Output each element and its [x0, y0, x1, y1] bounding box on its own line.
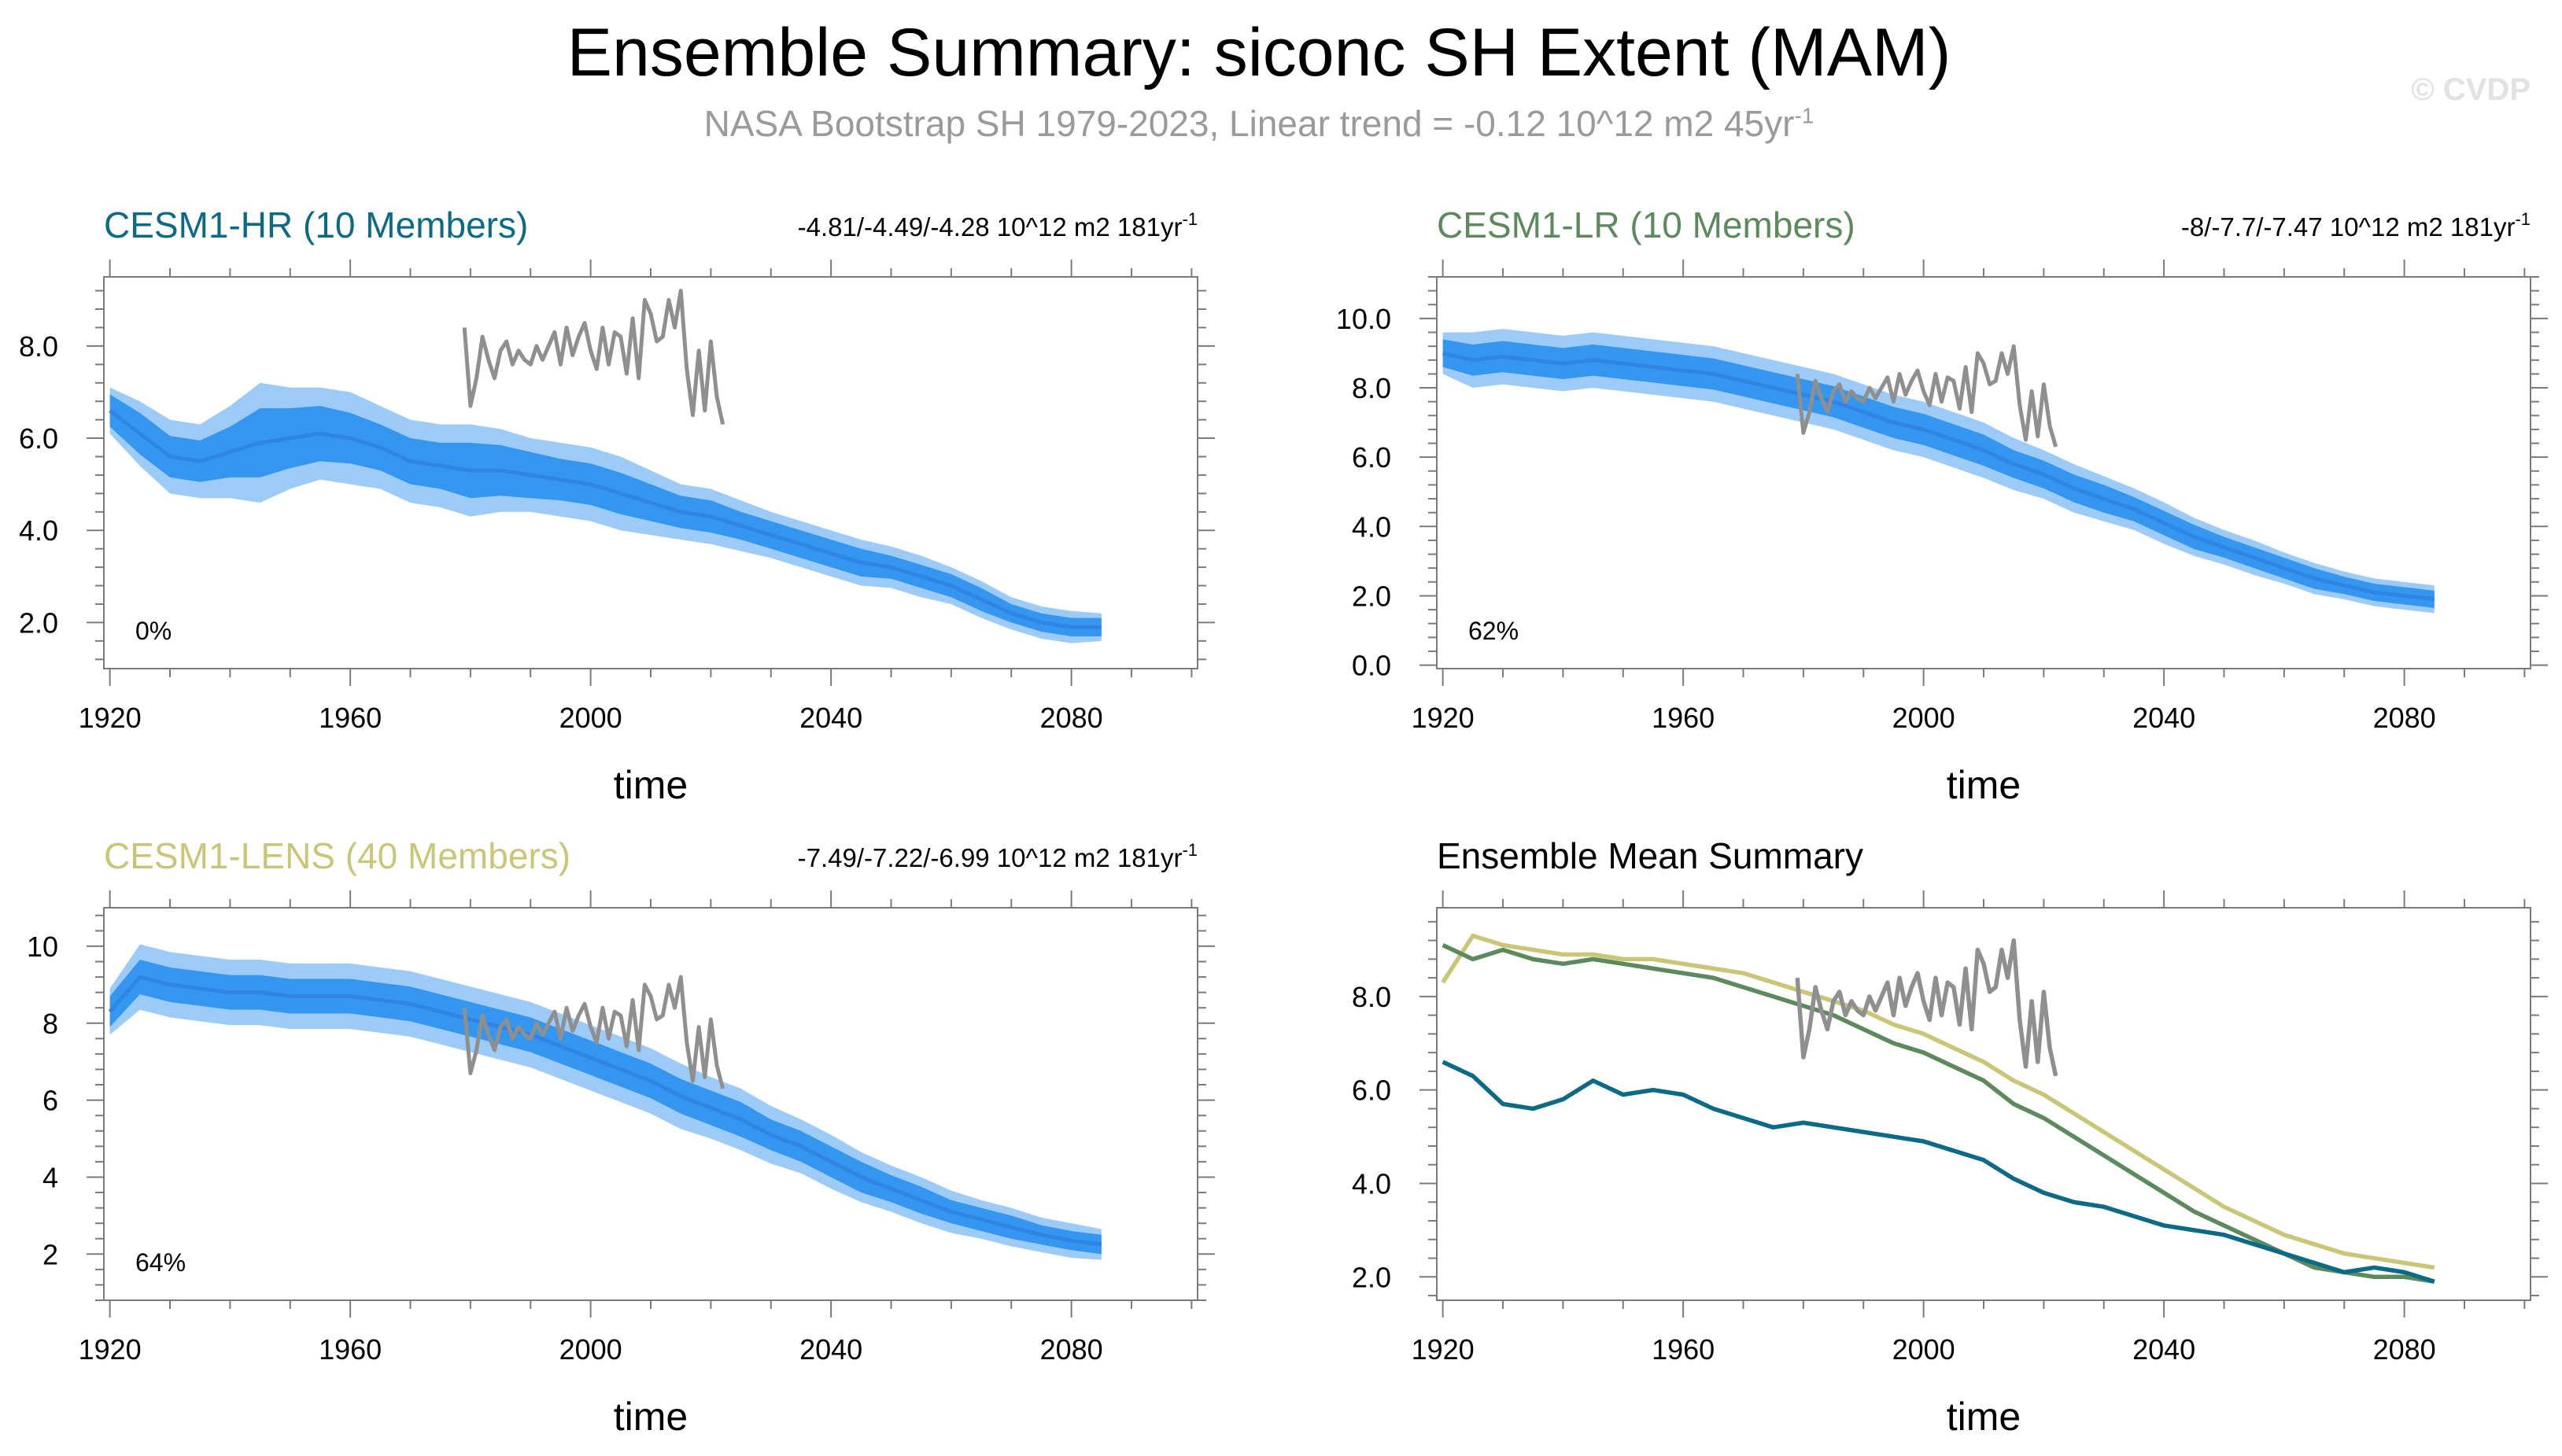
- y-tick-label: 8.0: [1352, 981, 1391, 1013]
- x-tick-label: 1960: [1652, 1333, 1715, 1366]
- y-tick-label: 2: [42, 1238, 58, 1270]
- panel-hr: CESM1-HR (10 Members) -4.81/-4.49/-4.28 1…: [19, 205, 1215, 807]
- observation-line: [1795, 344, 2058, 448]
- member-agreement-percent: 62%: [1468, 617, 1519, 645]
- y-tick-label: 4.0: [19, 514, 58, 547]
- y-tick-label: 8.0: [1352, 372, 1391, 404]
- x-axis-label: time: [614, 763, 688, 807]
- y-axis-summary: 2.0 4.0 6.0 8.0: [1352, 920, 2548, 1297]
- plot-area-summary: [1441, 933, 2435, 1284]
- ensemble-mean-line: [108, 975, 1102, 1247]
- y-tick-label: 6: [42, 1085, 58, 1117]
- x-axis-lens: 1920 1960 2000 2040 2080: [79, 890, 1193, 1366]
- watermark: © CVDP: [2411, 72, 2531, 107]
- observation-line: [462, 975, 725, 1089]
- trend-value: -8/-7.7/-7.47 10^12 m2 181yr: [2181, 212, 2516, 241]
- trend-summary-lr: -8/-7.7/-7.47 10^12 m2 181yr-1: [2181, 209, 2531, 241]
- x-tick-label: 1920: [1412, 702, 1475, 734]
- y-tick-label: 2.0: [19, 606, 58, 639]
- ensemble-mean-line: [1442, 351, 2435, 602]
- x-tick-label: 1960: [319, 702, 382, 734]
- x-tick-label: 2040: [799, 702, 862, 734]
- series-line-cesm1-hr: [1442, 1060, 2435, 1284]
- panel-title-summary: Ensemble Mean Summary: [1437, 835, 1863, 876]
- y-tick-label: 2.0: [1352, 580, 1391, 612]
- plot-area-lens: [108, 944, 1102, 1260]
- y-tick-label: 4.0: [1352, 1167, 1391, 1200]
- member-agreement-percent: 0%: [135, 617, 172, 645]
- y-axis-hr: 2.0 4.0 6.0 8.0: [19, 289, 1215, 661]
- plot-area-lr: [1442, 329, 2435, 614]
- spread-band-inner: [109, 960, 1102, 1255]
- panel-summary: Ensemble Mean Summary 1920 1960 2000 2040 208…: [1352, 835, 2548, 1439]
- trend-summary-lens: -7.49/-7.22/-6.99 10^12 m2 181yr-1: [798, 840, 1198, 872]
- x-tick-label: 2080: [2373, 702, 2436, 734]
- series-line-cesm1-lr: [1442, 943, 2435, 1284]
- x-tick-label: 2040: [799, 1333, 862, 1366]
- trend-value: -4.81/-4.49/-4.28 10^12 m2 181yr: [798, 212, 1183, 241]
- x-tick-label: 2000: [559, 1333, 622, 1366]
- x-axis-lr: 1920 1960 2000 2040 2080: [1412, 260, 2526, 734]
- x-tick-label: 2000: [1892, 702, 1955, 734]
- subtitle-text: NASA Bootstrap SH 1979-2023, Linear tren…: [703, 103, 1795, 144]
- member-agreement-percent: 64%: [135, 1248, 186, 1277]
- x-tick-label: 1920: [79, 702, 142, 734]
- series-line-cesm1-lens: [1441, 933, 2435, 1270]
- series-line-nasa-bootstrap-sh-obs-: [1795, 938, 2058, 1077]
- trend-superscript: -1: [1182, 209, 1198, 229]
- x-tick-label: 2080: [1040, 702, 1103, 734]
- y-tick-label: 6.0: [1352, 441, 1391, 474]
- spread-band-inner: [1442, 339, 2435, 608]
- y-tick-label: 4.0: [1352, 511, 1391, 543]
- x-tick-label: 2080: [2373, 1333, 2436, 1366]
- panel-title-lens: CESM1-LENS (40 Members): [104, 835, 570, 876]
- y-tick-label: 10.0: [1336, 303, 1391, 335]
- x-axis-hr: 1920 1960 2000 2040 2080: [79, 260, 1193, 734]
- y-tick-label: 6.0: [19, 422, 58, 455]
- y-axis-lr: 0.0 2.0 4.0 6.0 8.0 10.0: [1336, 276, 2548, 682]
- y-tick-label: 10: [27, 931, 58, 963]
- panel-lr: CESM1-LR (10 Members) -8/-7.7/-7.47 10^12…: [1336, 205, 2548, 807]
- x-tick-label: 1920: [1412, 1333, 1475, 1366]
- y-tick-label: 8.0: [19, 330, 58, 363]
- panel-title-lr: CESM1-LR (10 Members): [1437, 205, 1855, 245]
- y-tick-label: 6.0: [1352, 1074, 1391, 1107]
- x-tick-label: 1960: [319, 1333, 382, 1366]
- ensemble-mean-line: [109, 408, 1102, 629]
- x-tick-label: 2000: [559, 702, 622, 734]
- panel-title-hr: CESM1-HR (10 Members): [104, 205, 528, 245]
- x-tick-label: 2040: [2132, 1333, 2195, 1366]
- x-axis-label: time: [614, 1395, 688, 1439]
- trend-superscript: -1: [1182, 840, 1198, 860]
- subtitle: NASA Bootstrap SH 1979-2023, Linear tren…: [0, 102, 2518, 145]
- panel-lens: CESM1-LENS (40 Members) -7.49/-7.22/-6.99…: [27, 835, 1215, 1439]
- x-tick-label: 2080: [1040, 1333, 1103, 1366]
- x-axis-label: time: [1947, 1395, 2021, 1439]
- observation-line: [462, 289, 725, 426]
- page-title: Ensemble Summary: siconc SH Extent (MAM): [567, 15, 1951, 90]
- x-tick-label: 1960: [1652, 702, 1715, 734]
- x-tick-label: 1920: [79, 1333, 142, 1366]
- y-tick-label: 0.0: [1352, 650, 1391, 682]
- y-tick-label: 2.0: [1352, 1261, 1391, 1293]
- trend-value: -7.49/-7.22/-6.99 10^12 m2 181yr: [798, 843, 1183, 872]
- spread-band-inner: [109, 394, 1102, 636]
- subtitle-superscript: -1: [1794, 103, 1814, 128]
- trend-summary-hr: -4.81/-4.49/-4.28 10^12 m2 181yr-1: [798, 209, 1198, 241]
- x-tick-label: 2000: [1892, 1333, 1955, 1366]
- trend-superscript: -1: [2515, 209, 2531, 229]
- plot-area-hr: [109, 289, 1102, 643]
- x-axis-summary: 1920 1960 2000 2040 2080: [1412, 890, 2526, 1366]
- x-axis-label: time: [1947, 763, 2021, 807]
- y-tick-label: 8: [42, 1008, 58, 1040]
- y-tick-label: 4: [42, 1161, 58, 1193]
- x-tick-label: 2040: [2132, 702, 2195, 734]
- y-axis-lens: 2 4 6 8 10: [27, 914, 1215, 1301]
